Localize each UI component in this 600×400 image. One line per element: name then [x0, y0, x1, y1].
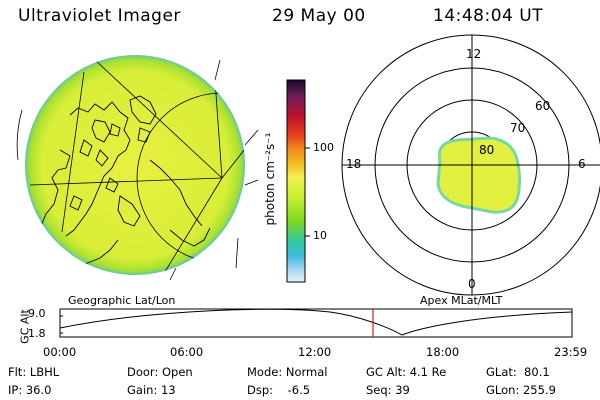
earth-image: [16, 55, 259, 281]
filter-info: Flt: LBHL: [8, 365, 60, 379]
timeline-ytick-top: 9.0: [28, 307, 46, 320]
polar-plot: [341, 34, 600, 296]
xtick-1: 06:00: [170, 345, 204, 359]
lat-label-70: 70: [510, 121, 526, 135]
door-info: Door: Open: [127, 365, 193, 379]
seq-info: Seq: 39: [366, 383, 410, 397]
timeline-right-caption: Apex MLat/MLT: [420, 294, 503, 307]
xtick-3: 18:00: [426, 345, 460, 359]
lat-label-60: 60: [535, 99, 551, 113]
colorbar-label: photon cm⁻²s⁻¹: [263, 132, 277, 226]
xtick-4: 23:59: [554, 345, 588, 359]
gain-info: Gain: 13: [127, 383, 176, 397]
mlt-label-bottom: 0: [468, 277, 476, 291]
mlt-label-top: 12: [466, 47, 482, 61]
ip-info: IP: 36.0: [8, 383, 52, 397]
mode-info: Mode: Normal: [247, 365, 328, 379]
timeline-ytick-bottom: 1.8: [28, 327, 46, 340]
xtick-0: 00:00: [43, 345, 77, 359]
time-label: 14:48:04 UT: [433, 6, 544, 26]
date-label: 29 May 00: [272, 6, 366, 26]
colorbar-tick-10: 10: [313, 229, 327, 242]
glat-info: GLat: 80.1: [486, 365, 550, 379]
grid-outside: [16, 59, 259, 281]
auroral-oval: [436, 136, 522, 214]
timeline-left-caption: Geographic Lat/Lon: [68, 294, 176, 307]
mlt-label-right: 6: [578, 157, 586, 171]
instrument-title: Ultraviolet Imager: [18, 6, 181, 26]
dsp-info: Dsp: -6.5: [247, 383, 311, 397]
color-bar: [286, 79, 310, 283]
xtick-2: 12:00: [298, 345, 332, 359]
lat-label-80: 80: [479, 143, 495, 157]
glon-info: GLon: 255.9: [486, 383, 556, 397]
mlt-label-left: 18: [346, 157, 362, 171]
gc-alt-info: GC Alt: 4.1 Re: [366, 365, 447, 379]
colorbar-tick-100: 100: [313, 141, 334, 154]
